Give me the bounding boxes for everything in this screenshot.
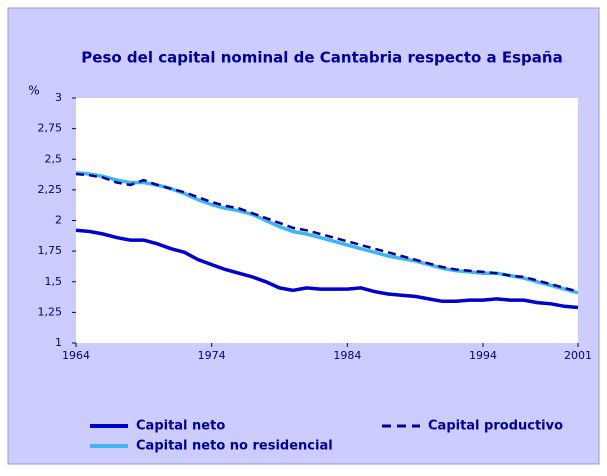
y-tick-label: 2,5 — [45, 152, 63, 165]
series-line — [75, 228, 579, 310]
y-axis-label: % — [28, 84, 39, 98]
y-tick-label: 2,25 — [38, 183, 63, 196]
x-tick-label: 1984 — [333, 349, 361, 362]
y-tick-label: 1,25 — [38, 305, 63, 318]
y-tick-label: 1 — [55, 336, 62, 349]
y-tick-label: 2,75 — [38, 122, 63, 135]
chart-title: Peso del capital nominal de Cantabria re… — [81, 49, 562, 67]
x-tick-label: 1994 — [469, 349, 497, 362]
x-tick-label: 1964 — [62, 349, 90, 362]
series-line — [75, 172, 579, 293]
y-tick-label: 1,75 — [38, 244, 63, 257]
x-tick-label: 1974 — [198, 349, 226, 362]
legend-label: Capital neto — [136, 419, 225, 434]
y-tick-label: 1,5 — [45, 275, 63, 288]
x-tick-label: 2001 — [564, 349, 592, 362]
plot-area — [76, 98, 578, 343]
legend-label: Capital neto no residencial — [136, 439, 333, 454]
y-tick-label: 3 — [55, 91, 62, 104]
y-tick-label: 2 — [55, 214, 62, 227]
legend-label: Capital productivo — [428, 419, 563, 434]
